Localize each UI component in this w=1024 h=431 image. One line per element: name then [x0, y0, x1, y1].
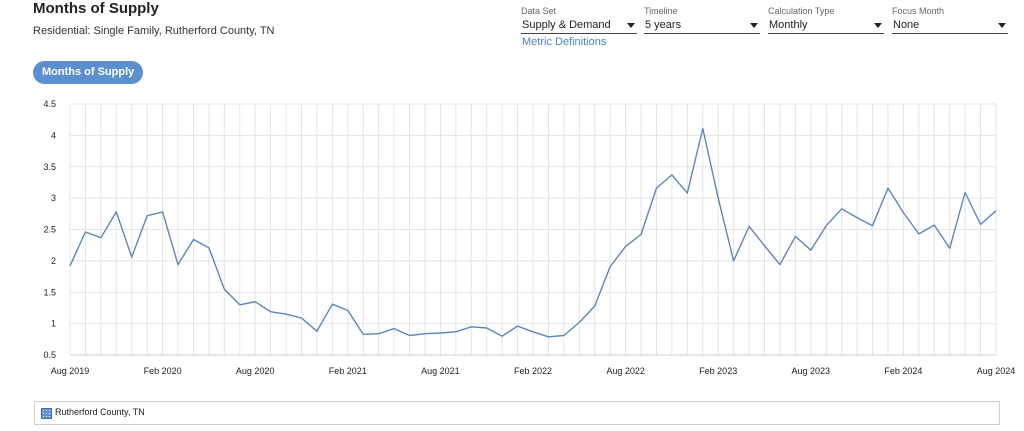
x-tick-label: Feb 2023: [699, 366, 737, 376]
legend-swatch: [41, 408, 52, 419]
timeline-label: Timeline: [644, 6, 678, 16]
calculation-type-label: Calculation Type: [768, 6, 835, 16]
x-tick-label: Feb 2022: [514, 366, 552, 376]
calculation-type-select[interactable]: Calculation Type Monthly: [768, 5, 884, 34]
timeline-value-text: 5 years: [645, 19, 682, 31]
y-tick-label: 0.5: [43, 350, 56, 360]
y-tick-label: 3: [51, 193, 56, 203]
series-line: [69, 127, 997, 338]
focus-month-value-text: None: [893, 19, 920, 31]
months-of-supply-chart: 0.5 1 1.5 2 2.5 3 3.5 4 4.5 Aug 2019 Feb 2020 Aug 2…: [43, 99, 1016, 376]
y-tick-label: 2.5: [43, 225, 56, 235]
focus-month-label: Focus Month: [892, 6, 945, 16]
page-title: Months of Supply: [33, 0, 159, 17]
data-set-value-text: Supply & Demand: [522, 19, 611, 31]
page-subtitle: Residential: Single Family, Rutherford C…: [33, 25, 275, 37]
x-tick-label: Aug 2020: [236, 366, 275, 376]
focus-month-select[interactable]: Focus Month None: [892, 5, 1008, 34]
y-tick-label: 4: [51, 130, 56, 140]
legend-label: Rutherford County, TN: [55, 407, 145, 417]
chevron-down-icon: [750, 23, 758, 28]
data-set-label: Data Set: [521, 6, 557, 16]
months-of-supply-metric-button[interactable]: Months of Supply: [33, 61, 144, 84]
x-tick-label: Feb 2021: [329, 366, 367, 376]
x-tick-label: Aug 2019: [51, 366, 90, 376]
y-tick-label: 3.5: [43, 162, 56, 172]
chevron-down-icon: [998, 23, 1006, 28]
y-tick-label: 4.5: [43, 99, 56, 109]
x-tick-label: Aug 2024: [977, 366, 1016, 376]
x-tick-label: Aug 2022: [606, 366, 645, 376]
focus-month-value[interactable]: None: [892, 18, 1008, 34]
y-tick-label: 2: [51, 256, 56, 266]
y-tick-label: 1: [51, 319, 56, 329]
calculation-type-value-text: Monthly: [769, 19, 808, 31]
x-tick-label: Feb 2024: [884, 366, 922, 376]
x-tick-label: Aug 2021: [421, 366, 460, 376]
timeline-select[interactable]: Timeline 5 years: [644, 5, 760, 34]
x-tick-label: Feb 2020: [144, 366, 182, 376]
calculation-type-value[interactable]: Monthly: [768, 18, 884, 34]
data-set-select[interactable]: Data Set Supply & Demand: [521, 5, 637, 34]
timeline-value[interactable]: 5 years: [644, 18, 760, 34]
data-set-value[interactable]: Supply & Demand: [521, 18, 637, 34]
chart-legend: Rutherford County, TN: [34, 401, 1000, 425]
y-tick-label: 1.5: [43, 287, 56, 297]
x-tick-label: Aug 2023: [792, 366, 831, 376]
metric-definitions-link[interactable]: Metric Definitions: [522, 36, 607, 48]
chevron-down-icon: [627, 23, 635, 28]
chevron-down-icon: [874, 23, 882, 28]
